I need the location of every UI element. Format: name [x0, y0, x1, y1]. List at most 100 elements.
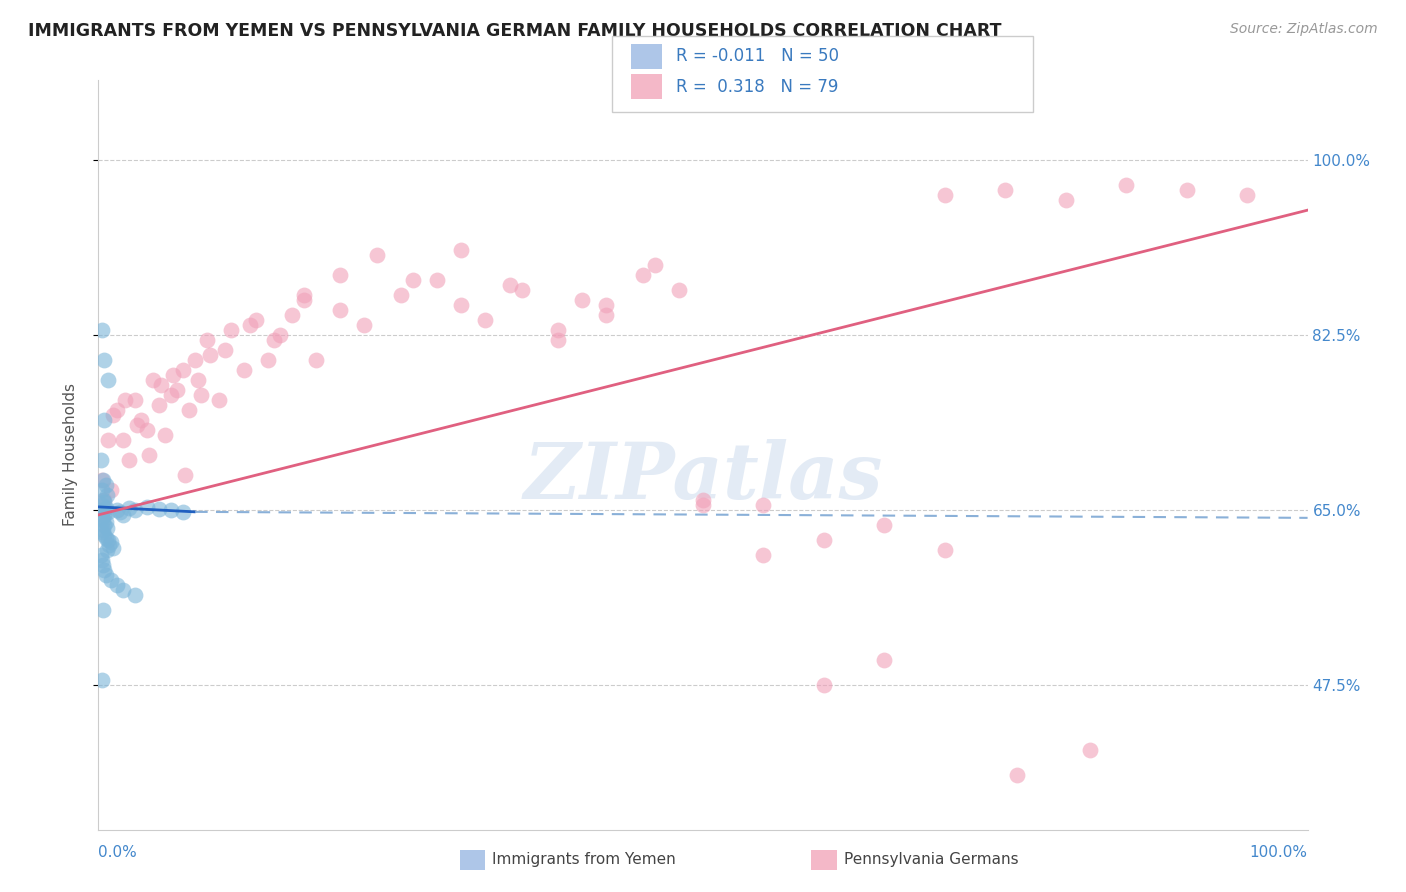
- Text: Pennsylvania Germans: Pennsylvania Germans: [844, 853, 1018, 867]
- Point: [100, 534, 122, 549]
- Point: [100, 573, 122, 587]
- Point: [474, 313, 496, 327]
- Point: [138, 448, 160, 462]
- Point: [160, 503, 183, 517]
- Point: [1078, 742, 1101, 756]
- Point: [91, 513, 114, 527]
- Point: [97, 433, 120, 447]
- Point: [631, 268, 654, 282]
- Text: R = -0.011   N = 50: R = -0.011 N = 50: [676, 47, 839, 65]
- Point: [281, 308, 304, 322]
- Text: Immigrants from Yemen: Immigrants from Yemen: [492, 853, 676, 867]
- Text: ZIPatlas: ZIPatlas: [523, 439, 883, 516]
- Point: [873, 653, 896, 667]
- Text: 100.0%: 100.0%: [1250, 845, 1308, 860]
- Point: [166, 383, 188, 397]
- Point: [179, 403, 201, 417]
- Text: IMMIGRANTS FROM YEMEN VS PENNSYLVANIA GERMAN FAMILY HOUSEHOLDS CORRELATION CHART: IMMIGRANTS FROM YEMEN VS PENNSYLVANIA GE…: [28, 22, 1001, 40]
- Point: [162, 368, 184, 382]
- Point: [108, 505, 131, 519]
- Point: [208, 392, 231, 407]
- Point: [160, 388, 183, 402]
- Y-axis label: Family Households: Family Households: [63, 384, 77, 526]
- Point: [96, 488, 118, 502]
- Point: [91, 323, 114, 337]
- Point: [172, 363, 194, 377]
- Point: [93, 495, 115, 509]
- Point: [91, 503, 114, 517]
- Point: [90, 453, 112, 467]
- Point: [93, 517, 115, 532]
- Point: [135, 423, 157, 437]
- Point: [97, 505, 120, 519]
- Point: [547, 323, 569, 337]
- Point: [91, 498, 114, 512]
- Point: [402, 273, 425, 287]
- Point: [256, 353, 278, 368]
- Point: [148, 398, 170, 412]
- Point: [94, 478, 117, 492]
- Point: [187, 373, 209, 387]
- Point: [292, 293, 315, 307]
- Point: [426, 273, 449, 287]
- Point: [93, 492, 115, 507]
- Text: Source: ZipAtlas.com: Source: ZipAtlas.com: [1230, 22, 1378, 37]
- Point: [105, 503, 128, 517]
- Point: [498, 278, 520, 293]
- Point: [595, 308, 617, 322]
- Point: [1175, 183, 1198, 197]
- Point: [184, 353, 207, 368]
- Point: [305, 353, 328, 368]
- Point: [91, 553, 114, 567]
- Point: [111, 582, 134, 597]
- Point: [91, 603, 114, 617]
- Point: [450, 298, 472, 312]
- Point: [153, 428, 176, 442]
- Point: [366, 248, 388, 262]
- Point: [111, 433, 134, 447]
- Point: [245, 313, 267, 327]
- Point: [90, 548, 112, 562]
- Point: [91, 558, 114, 572]
- Point: [1115, 178, 1137, 193]
- Point: [124, 588, 146, 602]
- Point: [263, 333, 285, 347]
- Point: [269, 328, 291, 343]
- Point: [93, 353, 115, 368]
- Point: [150, 378, 173, 392]
- Point: [91, 511, 114, 525]
- Point: [96, 521, 118, 535]
- Point: [214, 343, 236, 357]
- Point: [94, 515, 117, 529]
- Point: [692, 492, 714, 507]
- Point: [221, 323, 243, 337]
- Point: [114, 392, 136, 407]
- Point: [91, 473, 114, 487]
- Text: R =  0.318   N = 79: R = 0.318 N = 79: [676, 78, 838, 95]
- Point: [353, 318, 375, 332]
- Point: [752, 548, 775, 562]
- Point: [129, 413, 152, 427]
- Point: [91, 473, 114, 487]
- Point: [135, 500, 157, 514]
- Point: [101, 541, 124, 555]
- Point: [644, 258, 666, 272]
- Point: [547, 333, 569, 347]
- Point: [91, 483, 114, 497]
- Point: [94, 500, 117, 515]
- Point: [93, 508, 115, 522]
- Point: [91, 673, 114, 687]
- Point: [239, 318, 262, 332]
- Point: [97, 373, 120, 387]
- Point: [668, 283, 690, 297]
- Point: [994, 183, 1017, 197]
- Point: [571, 293, 593, 307]
- Point: [292, 288, 315, 302]
- Point: [118, 500, 141, 515]
- Point: [450, 243, 472, 257]
- Point: [124, 392, 146, 407]
- Point: [1236, 188, 1258, 202]
- Point: [329, 303, 352, 318]
- Point: [94, 567, 117, 582]
- Point: [96, 542, 118, 557]
